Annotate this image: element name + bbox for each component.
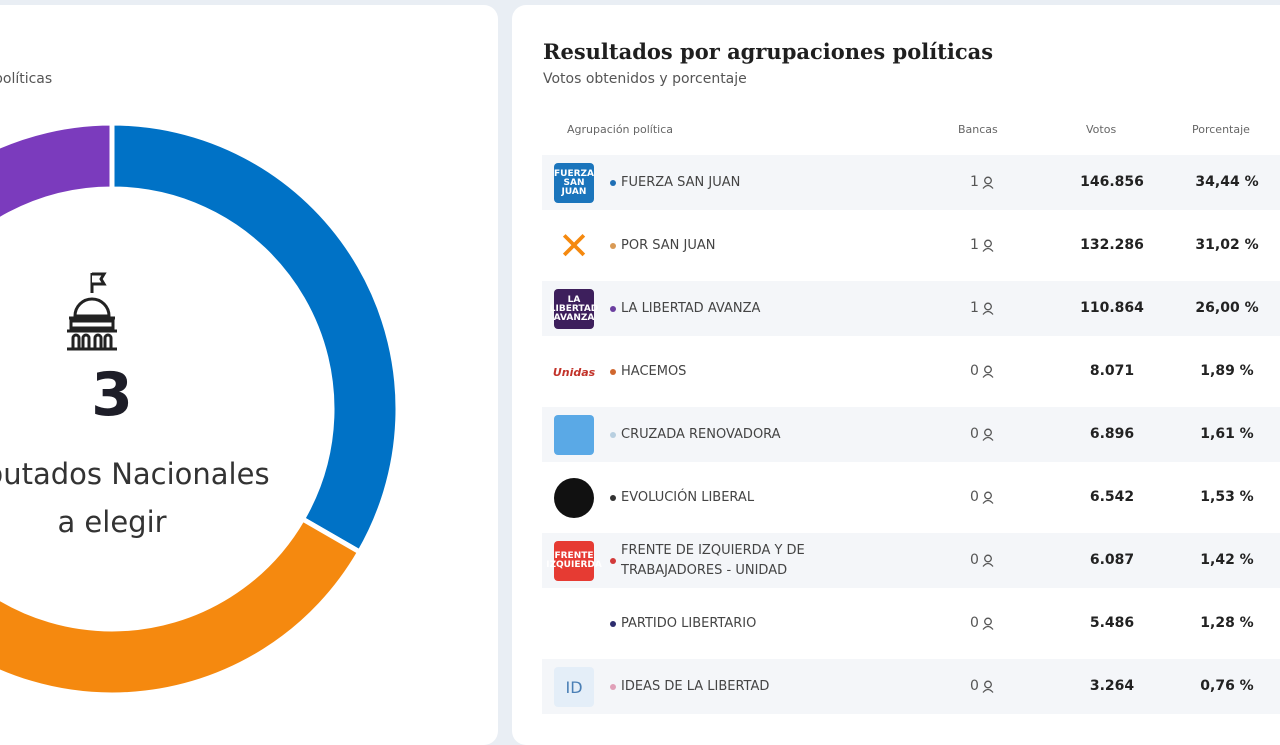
party-color-dot — [610, 683, 616, 690]
party-color-dot — [610, 494, 616, 501]
party-name: HACEMOS — [621, 363, 687, 379]
party-name: POR SAN JUAN — [621, 237, 716, 253]
panel-subtitle: Votos obtenidos y porcentaje — [543, 71, 747, 87]
party-name: IDEAS DE LA LIBERTAD — [621, 678, 770, 694]
header-votes: Votos — [1086, 123, 1117, 136]
votes-count: 132.286 — [1080, 237, 1144, 253]
user-icon — [982, 617, 994, 630]
vote-percent: 34,44 % — [1195, 174, 1259, 190]
panel-title: Resultados por agrupaciones políticas — [543, 39, 994, 64]
seats-count: 0 — [970, 678, 979, 694]
seats-count: 0 — [970, 615, 979, 631]
votes-count: 6.087 — [1089, 552, 1135, 568]
party-color-dot — [610, 620, 616, 627]
party-color-dot — [610, 368, 616, 375]
seats-count: 0 — [970, 363, 979, 379]
votes-count: 3.264 — [1089, 678, 1135, 694]
user-icon — [982, 680, 994, 693]
table-row: ✕ POR SAN JUAN 1 132.286 31,02 % — [542, 218, 1280, 273]
seats-count: 1 — [970, 174, 979, 190]
party-color-dot — [610, 179, 616, 186]
votes-count: 6.542 — [1089, 489, 1135, 505]
seats-count: 0 — [970, 552, 979, 568]
user-icon — [982, 176, 994, 189]
vote-percent: 1,28 % — [1200, 615, 1254, 631]
table-row: FRENTE IZQUIERDA FRENTE DE IZQUIERDA Y D… — [542, 533, 1280, 588]
party-color-dot — [610, 242, 616, 249]
capitol-icon — [67, 272, 117, 351]
party-logo: FRENTE IZQUIERDA — [546, 541, 602, 581]
vote-percent: 26,00 % — [1195, 300, 1259, 316]
party-logo: ID — [554, 667, 594, 707]
seats-count: 0 — [970, 489, 979, 505]
table-row: CRUZADA RENOVADORA 0 6.896 1,61 % — [542, 407, 1280, 462]
votes-count: 8.071 — [1089, 363, 1135, 379]
vote-percent: 0,76 % — [1200, 678, 1254, 694]
user-icon — [982, 554, 994, 567]
votes-count: 6.896 — [1089, 426, 1135, 442]
vote-percent: 1,89 % — [1200, 363, 1254, 379]
seats-count: 0 — [970, 426, 979, 442]
table-row: PARTIDO LIBERTARIO 0 5.486 1,28 % — [542, 596, 1280, 651]
user-icon — [982, 365, 994, 378]
header-percent: Porcentaje — [1192, 123, 1250, 136]
party-name: EVOLUCIÓN LIBERAL — [621, 489, 755, 505]
party-logo: ✕ — [554, 226, 594, 266]
vote-percent: 31,02 % — [1195, 237, 1259, 253]
party-name: PARTIDO LIBERTARIO — [621, 615, 757, 631]
user-icon — [982, 491, 994, 504]
party-logo: Unidas — [553, 352, 595, 392]
vote-percent: 1,42 % — [1200, 552, 1254, 568]
party-logo — [554, 415, 594, 455]
party-logo: FUERZA SAN JUAN — [554, 163, 594, 203]
user-icon — [982, 239, 994, 252]
votes-count: 146.856 — [1080, 174, 1144, 190]
vote-percent: 1,61 % — [1200, 426, 1254, 442]
vote-percent: 1,53 % — [1200, 489, 1254, 505]
results-panel: Resultados por agrupaciones políticas Vo… — [512, 5, 1280, 745]
user-icon — [982, 428, 994, 441]
votes-count: 5.486 — [1089, 615, 1135, 631]
party-color-dot — [610, 305, 616, 312]
party-color-dot — [610, 557, 616, 564]
table-row: EVOLUCIÓN LIBERAL 0 6.542 1,53 % — [542, 470, 1280, 525]
party-logo — [554, 604, 594, 644]
donut-slice-la-libertad-avanza — [0, 120, 115, 223]
seats-total: 3 — [91, 360, 133, 430]
header-party: Agrupación política — [567, 123, 674, 136]
table-row: Unidas HACEMOS 0 8.071 1,89 % — [542, 344, 1280, 399]
donut-slice-fuerza-san-juan — [109, 120, 401, 556]
party-name: CRUZADA RENOVADORA — [621, 426, 781, 442]
panel-subtitle: políticas — [0, 71, 53, 87]
header-seats: Bancas — [958, 123, 998, 136]
party-name: FUERZA SAN JUAN — [621, 174, 741, 190]
party-logo — [554, 478, 594, 518]
party-name: FRENTE DE IZQUIERDA Y DE TRABAJADORES - … — [621, 542, 805, 578]
votes-count: 110.864 — [1080, 300, 1144, 316]
party-color-dot — [610, 431, 616, 438]
party-logo: LA LIBERTAD AVANZA — [550, 289, 598, 329]
donut-slice-por-san-juan — [0, 515, 364, 698]
table-row: ID IDEAS DE LA LIBERTAD 0 3.264 0,76 % — [542, 659, 1280, 714]
party-name: LA LIBERTAD AVANZA — [621, 300, 761, 316]
seats-count: 1 — [970, 300, 979, 316]
table-row: LA LIBERTAD AVANZA LA LIBERTAD AVANZA 1 … — [542, 281, 1280, 336]
table-row: FUERZA SAN JUAN FUERZA SAN JUAN 1 146.85… — [542, 155, 1280, 210]
seats-donut-chart — [0, 120, 401, 698]
user-icon — [982, 302, 994, 315]
seats-count: 1 — [970, 237, 979, 253]
